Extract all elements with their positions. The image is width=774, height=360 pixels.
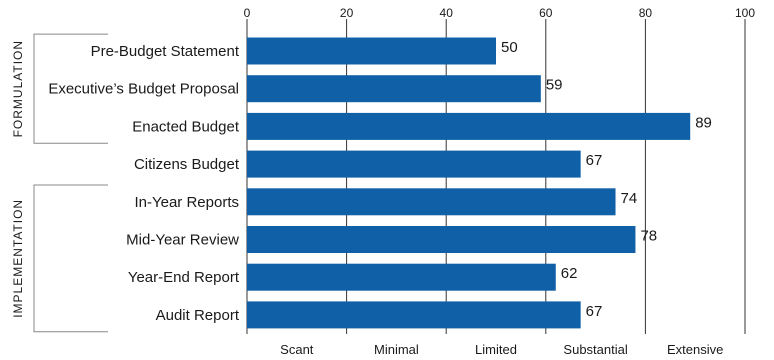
- bar: [247, 301, 581, 329]
- group-label: FORMULATION: [11, 40, 25, 137]
- bar: [247, 263, 556, 291]
- category-label: In-Year Reports: [134, 194, 239, 211]
- value-label: 89: [695, 114, 712, 131]
- x-tick-label: 0: [244, 6, 251, 20]
- category-label: Audit Report: [156, 307, 240, 324]
- group-brackets: FORMULATION IMPLEMENTATION: [11, 33, 108, 333]
- bar: [247, 150, 581, 178]
- bar: [247, 37, 496, 65]
- category-label: Year-End Report: [128, 269, 240, 286]
- value-label: 78: [640, 228, 657, 245]
- x-tick-label: 80: [639, 6, 653, 20]
- category-label: Executive’s Budget Proposal: [48, 81, 239, 98]
- value-label: 74: [621, 190, 638, 207]
- value-labels: 50 59 89 67 74 78 62 67: [501, 39, 712, 320]
- group-bracket: [33, 184, 108, 333]
- band-label: Extensive: [667, 342, 723, 357]
- x-axis: 0 20 40 60 80 100: [244, 6, 755, 24]
- category-label: Mid-Year Review: [126, 232, 239, 249]
- group-label: IMPLEMENTATION: [11, 199, 25, 318]
- band-label: Scant: [280, 342, 314, 357]
- value-label: 67: [586, 303, 603, 320]
- band-label: Substantial: [563, 342, 627, 357]
- category-labels: Pre-Budget Statement Executive’s Budget P…: [48, 43, 240, 324]
- value-label: 67: [586, 152, 603, 169]
- x-tick-label: 100: [735, 6, 755, 20]
- x-tick-label: 40: [440, 6, 454, 20]
- value-label: 62: [561, 265, 578, 282]
- bar: [247, 112, 691, 140]
- band-labels: Scant Minimal Limited Substantial Extensive: [280, 342, 723, 357]
- category-label: Citizens Budget: [134, 156, 240, 173]
- group-bracket: [33, 33, 108, 144]
- x-tick-label: 60: [539, 6, 553, 20]
- bars: [247, 37, 691, 329]
- category-label: Enacted Budget: [132, 118, 240, 135]
- band-label: Limited: [475, 342, 517, 357]
- band-label: Minimal: [374, 342, 419, 357]
- x-tick-label: 20: [340, 6, 354, 20]
- value-label: 59: [546, 77, 563, 94]
- category-label: Pre-Budget Statement: [91, 43, 240, 60]
- bar: [247, 188, 616, 216]
- value-label: 50: [501, 39, 518, 56]
- bar: [247, 75, 541, 103]
- bar: [247, 226, 636, 253]
